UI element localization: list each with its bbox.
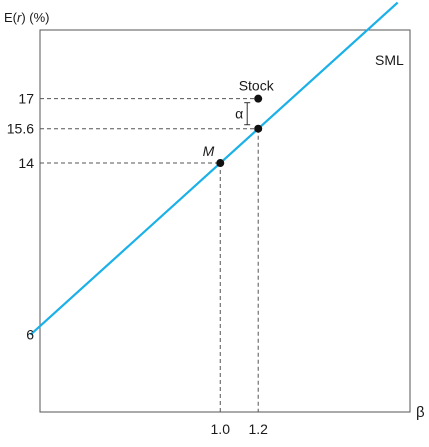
x-axis-label: β bbox=[416, 404, 425, 421]
x-tick-label-0: 1.0 bbox=[211, 421, 231, 437]
points: M Stock bbox=[203, 78, 275, 168]
alpha-label: α bbox=[235, 106, 243, 122]
sml-line bbox=[29, 1, 399, 336]
guide-lines bbox=[40, 98, 259, 412]
sml-label: SML bbox=[375, 52, 404, 68]
x-tick-label-1: 1.2 bbox=[248, 421, 268, 437]
y-tick-label-0: 17 bbox=[18, 91, 34, 107]
y-axis-label: E(r) (%) bbox=[4, 10, 50, 25]
y-tick-label-1: 15.6 bbox=[7, 121, 34, 137]
tick-labels: 17 15.6 14 6 1.0 1.2 bbox=[7, 91, 268, 437]
alpha-bracket bbox=[244, 102, 251, 126]
point-1 bbox=[254, 124, 263, 133]
point-label-2: Stock bbox=[239, 78, 275, 94]
point-2 bbox=[254, 94, 263, 103]
y-tick-label-2: 14 bbox=[18, 155, 34, 171]
point-label-0: M bbox=[203, 143, 215, 159]
plot-frame bbox=[39, 29, 411, 413]
y-tick-label-3: 6 bbox=[26, 327, 34, 343]
point-0 bbox=[216, 159, 225, 168]
